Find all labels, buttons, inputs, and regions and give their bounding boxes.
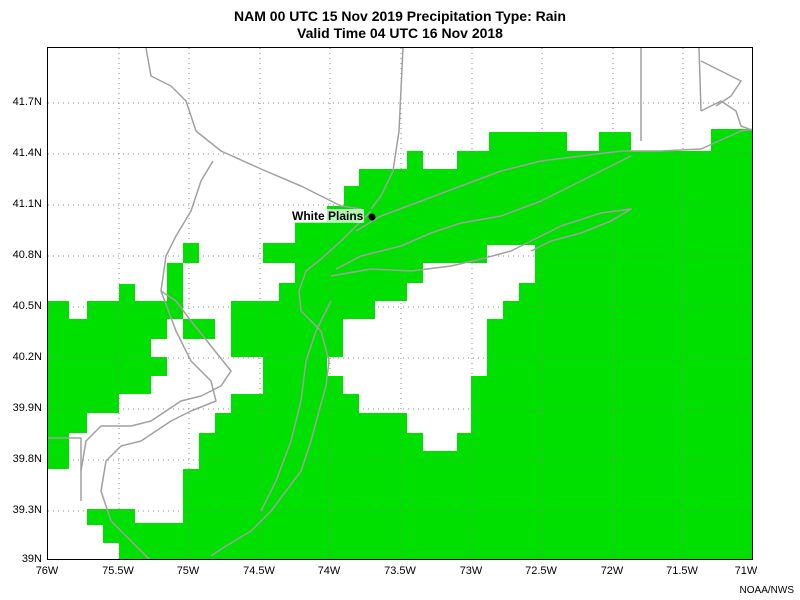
nj-inner-coast [260,300,332,512]
long-island-north [355,128,752,232]
credit-text: NOAA/NWS [739,585,794,596]
y-tick-label: 39.8N [12,453,42,465]
hudson-river [298,210,372,312]
x-tick-label: 72W [600,565,624,577]
x-tick-label: 75.5W [102,565,134,577]
x-tick-label: 71W [734,565,758,577]
y-tick-label: 41.4N [12,147,42,159]
delaware-bay [100,290,217,559]
cape-cod [700,60,742,107]
ny-pa-border [145,48,362,210]
no-rain-pocket [279,263,295,283]
y-tick-label: 40.2N [12,351,42,363]
no-rain-ocean [327,245,535,451]
city-marker [368,213,376,221]
long-island-shore [330,208,632,277]
ny-ct-border [370,48,404,210]
y-tick-label: 39.9N [12,402,42,414]
nj-pa-border [80,160,232,472]
long-island-south [335,155,632,270]
rain-region-de [87,509,135,559]
rain-region-pa [183,243,199,263]
map-panel [47,47,753,560]
x-tick-label: 74W [317,565,341,577]
state-borders [48,48,752,559]
x-tick-label: 72.5W [525,565,557,577]
x-tick-label: 71.5W [666,565,698,577]
nj-coast [210,310,330,557]
y-tick-label: 40.8N [12,249,42,261]
y-tick-label: 39N [21,553,42,565]
x-tick-label: 76W [35,565,59,577]
rain-region-nj [167,263,215,339]
x-tick-label: 73.5W [384,565,416,577]
lat-lon-grid [48,48,752,559]
x-tick-label: 75W [176,565,200,577]
ri-ma-border [698,48,702,112]
y-tick-label: 41.1N [12,198,42,210]
map-title: NAM 00 UTC 15 Nov 2019 Precipitation Typ… [234,8,566,24]
city-label: White Plains [291,209,365,223]
y-tick-label: 41.7N [12,96,42,108]
rain-region-west [48,284,167,469]
y-tick-label: 40.5N [12,300,42,312]
map-canvas [48,48,752,559]
no-rain-areas [279,245,535,451]
ma-coast [700,100,752,132]
y-tick-label: 39.3N [12,504,42,516]
x-tick-label: 73W [459,565,483,577]
x-tick-label: 74.5W [243,565,275,577]
map-subtitle: Valid Time 04 UTC 16 Nov 2018 [297,25,503,41]
md-de-border [48,437,82,501]
